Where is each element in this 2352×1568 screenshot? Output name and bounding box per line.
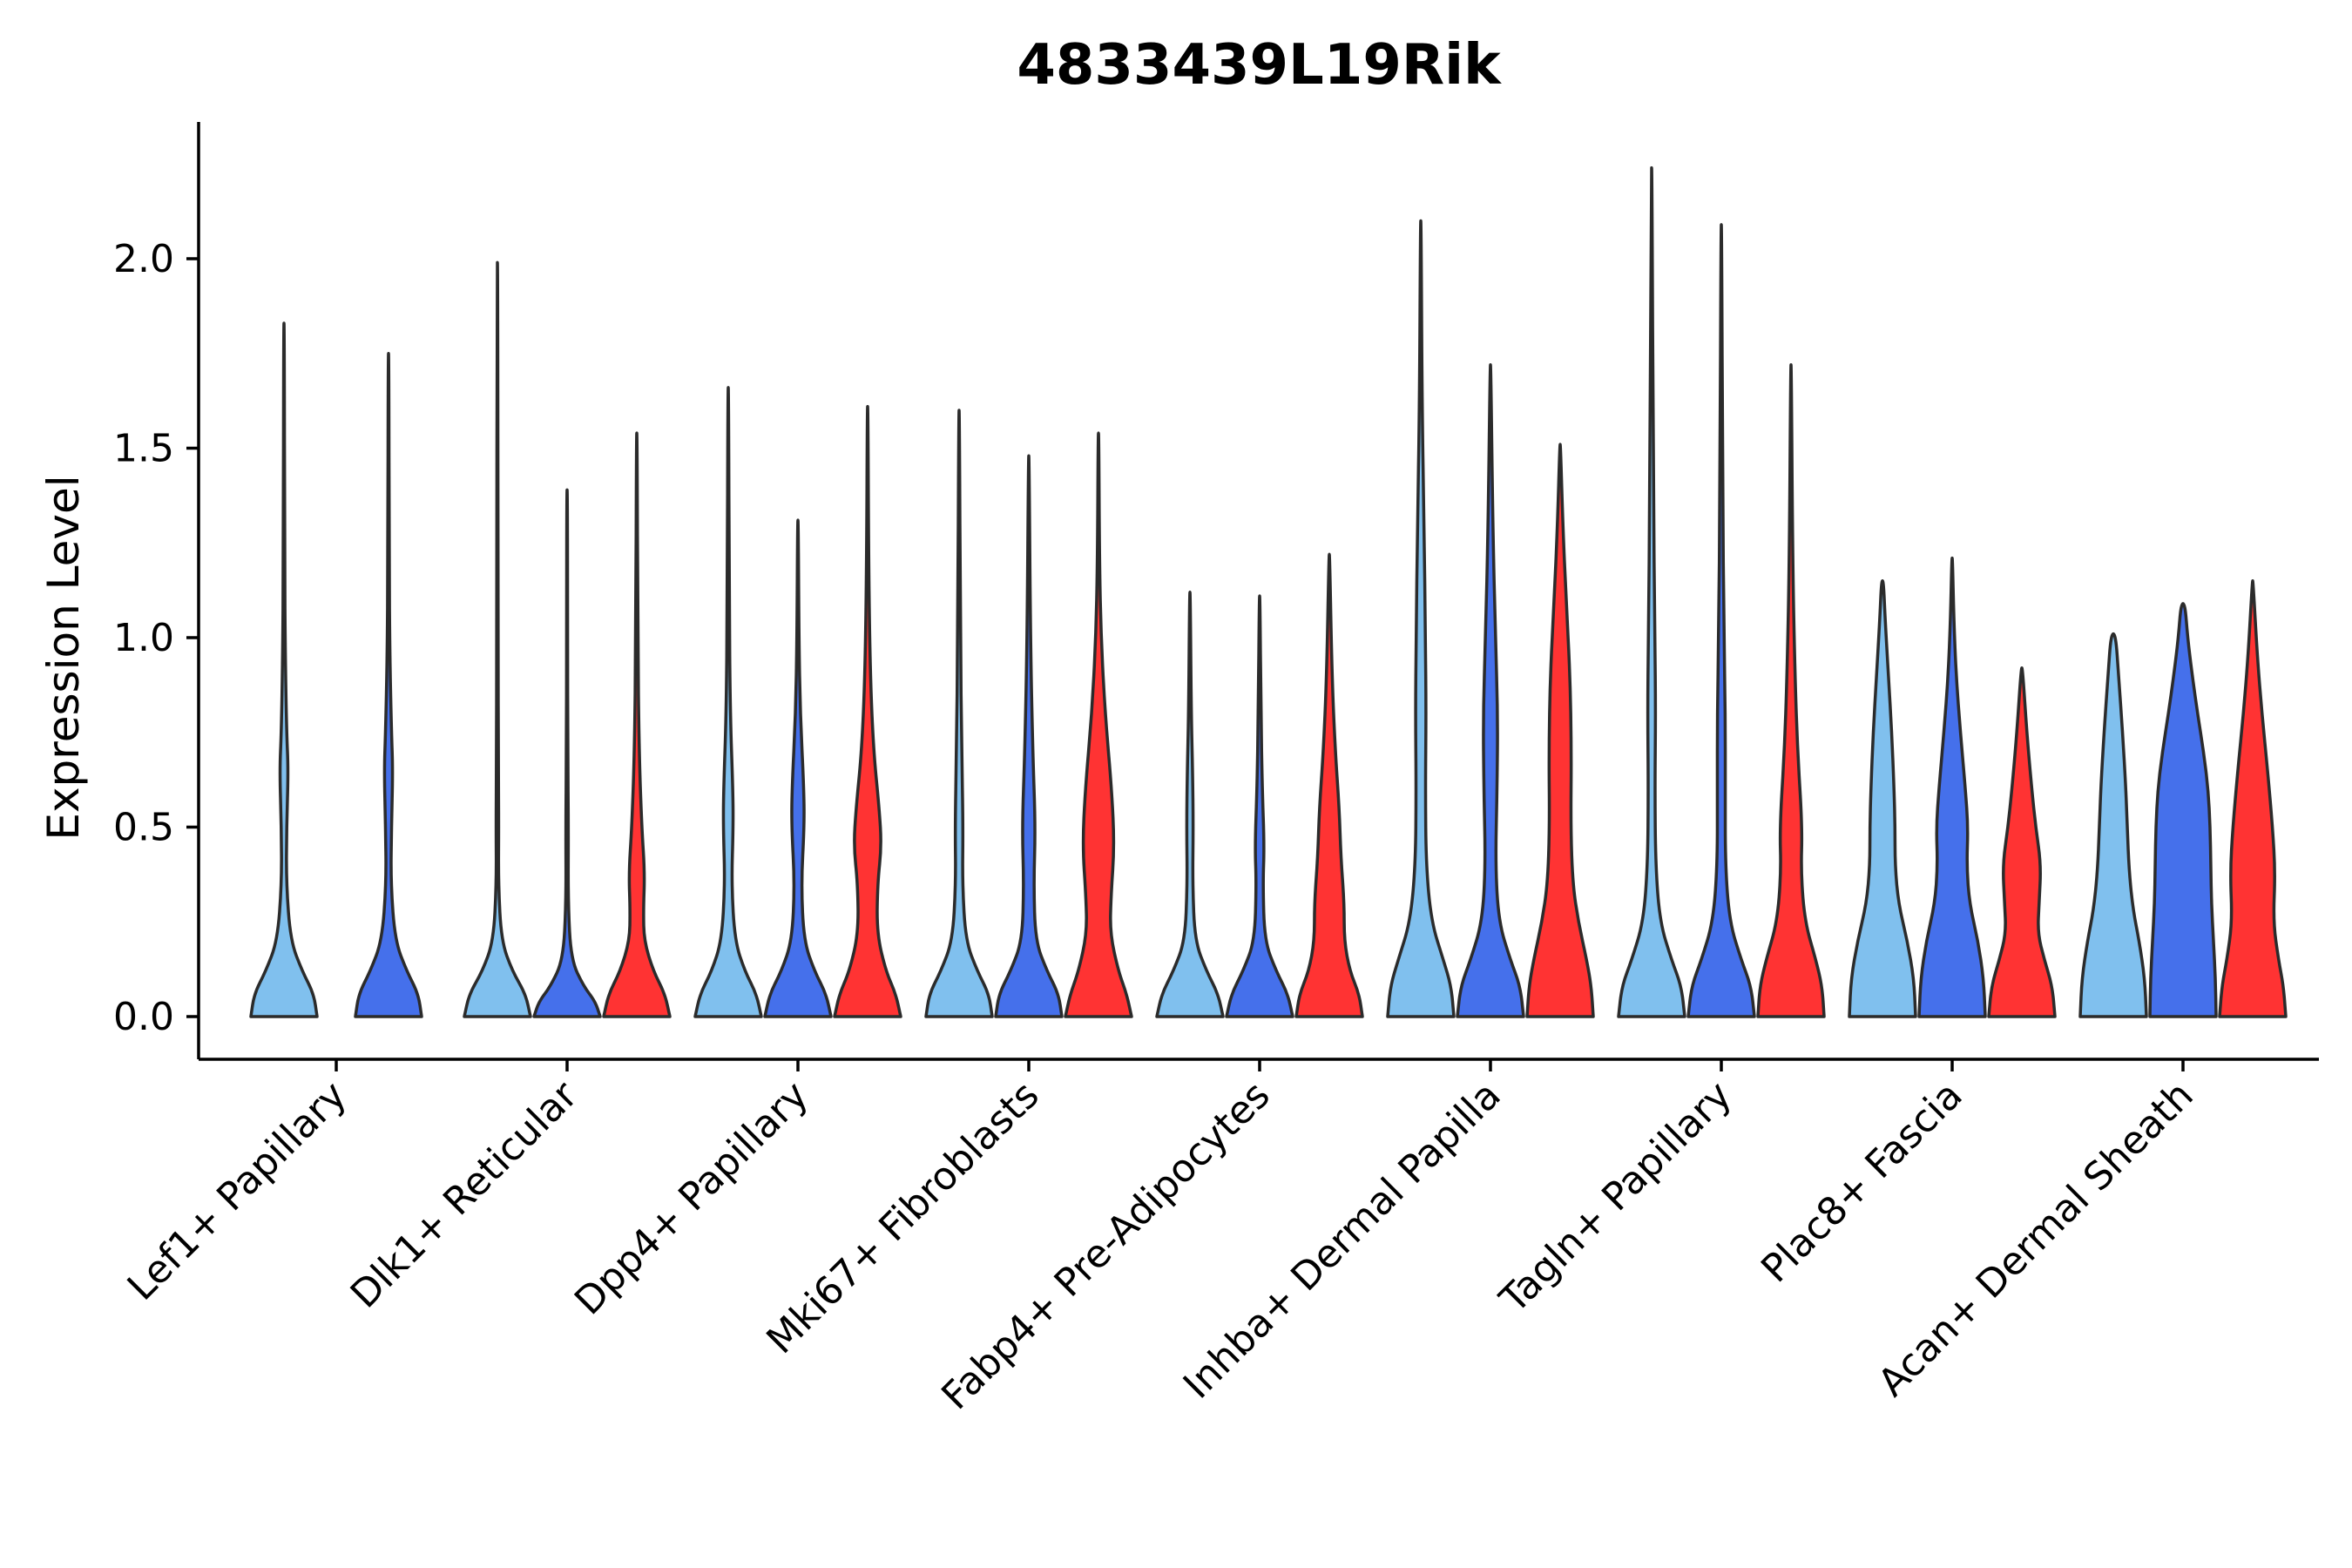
- violin-red: [1064, 431, 1133, 1018]
- violin-red: [1987, 666, 2057, 1018]
- category-group: [1386, 219, 1595, 1018]
- violin-light_blue: [463, 260, 532, 1018]
- violin-light_blue: [1155, 591, 1225, 1018]
- violin-blue: [763, 518, 833, 1018]
- y-axis-title: Expression Level: [38, 475, 89, 840]
- violins-layer: [249, 166, 2288, 1018]
- category-group: [693, 386, 902, 1018]
- violin-light_blue: [924, 409, 994, 1018]
- y-tick-label: 1.0: [113, 616, 174, 660]
- violin-blue: [1225, 594, 1294, 1018]
- violin-red: [1756, 363, 1826, 1018]
- category-group: [1155, 552, 1364, 1018]
- x-tick-label: Tagln+ Papillary: [1491, 1073, 1740, 1322]
- violin-blue: [354, 352, 423, 1018]
- violin-blue: [1917, 556, 1987, 1018]
- violin-red: [2218, 579, 2288, 1018]
- y-tick-label: 1.5: [113, 427, 174, 471]
- category-group: [1848, 556, 2057, 1018]
- violin-blue: [994, 454, 1064, 1018]
- category-group: [2078, 579, 2288, 1018]
- violin-blue: [1686, 223, 1756, 1018]
- category-group: [924, 409, 1133, 1018]
- violin-light_blue: [693, 386, 763, 1018]
- category-group: [1617, 166, 1826, 1018]
- violin-light_blue: [2078, 632, 2148, 1018]
- y-tick-label: 2.0: [113, 237, 174, 281]
- category-group: [249, 321, 423, 1018]
- violin-red: [833, 404, 902, 1018]
- violin-red: [1525, 443, 1595, 1018]
- violin-light_blue: [1386, 219, 1456, 1018]
- violin-blue: [532, 488, 602, 1018]
- y-tick-label: 0.0: [113, 995, 174, 1039]
- chart-title: 4833439L19Rik: [1017, 33, 1502, 98]
- violin-light_blue: [1848, 579, 1917, 1018]
- violin-blue: [1456, 363, 1525, 1018]
- violin-red: [1294, 552, 1364, 1018]
- x-tick-label: Dpp4+ Papillary: [566, 1073, 817, 1324]
- x-tick-label: Lef1+ Papillary: [119, 1073, 355, 1309]
- x-tick-label: Plac8+ Fascia: [1753, 1073, 1971, 1292]
- x-tick-label: Dlk1+ Reticular: [342, 1072, 587, 1317]
- violin-light_blue: [1617, 166, 1686, 1018]
- violin-red: [602, 431, 672, 1018]
- violin-light_blue: [249, 321, 319, 1018]
- y-tick-label: 0.5: [113, 806, 174, 850]
- category-group: [463, 260, 672, 1018]
- violin-blue: [2148, 602, 2218, 1018]
